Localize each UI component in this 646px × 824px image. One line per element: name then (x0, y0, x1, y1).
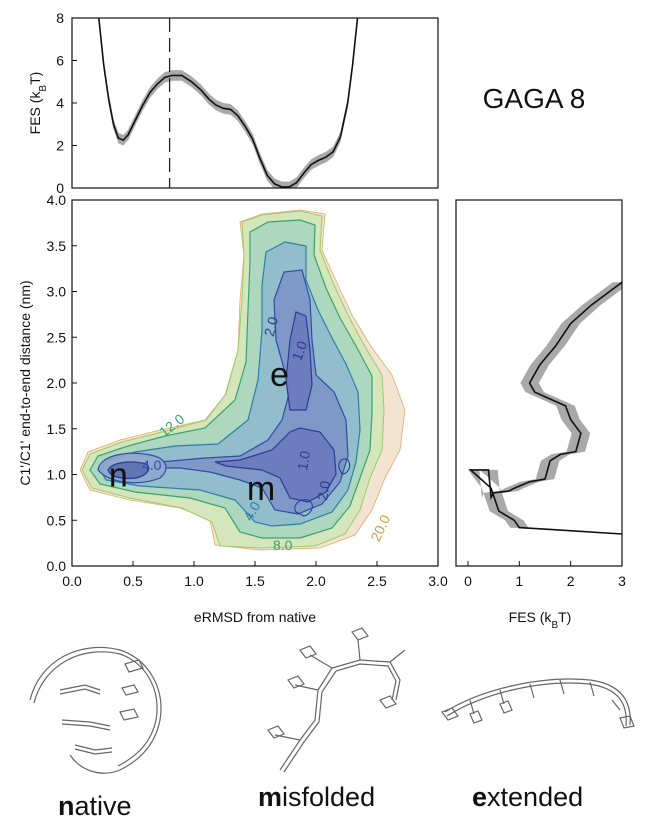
top-y-ticks: 0 2 4 6 8 (56, 10, 77, 196)
top-y-axis-label: FES (kBT) (27, 72, 49, 135)
top-y-tick-label: 4 (56, 95, 64, 111)
contour-misfolded-right-loop (338, 458, 351, 475)
top-y-tick-label: 0 (56, 180, 64, 196)
main-y-tick-label: 2.0 (47, 375, 67, 391)
main-x-tick-label: 0.0 (62, 573, 82, 589)
top-fes-panel: 0 2 4 6 8 FES (kBT) GAGA 8 (27, 10, 585, 196)
extended-structure-sketch (441, 678, 635, 729)
main-x-tick-label: 0.5 (123, 573, 143, 589)
main-y-tick-label: 1.0 (47, 467, 67, 483)
main-y-tick-label: 2.5 (47, 329, 67, 345)
main-y-axis-label: C1'/C1' end-to-end distance (nm) (17, 280, 33, 485)
top-fes-curve (98, 18, 359, 188)
main-y-ticks: 0.0 0.5 1.0 1.5 2.0 2.5 3.0 3.5 4.0 (47, 192, 77, 574)
contour-level-1-extended (285, 311, 313, 411)
main-y-tick-label: 3.0 (47, 284, 67, 300)
top-y-tick-label: 6 (56, 53, 64, 69)
contour-label: 1.0 (294, 449, 313, 471)
main-x-tick-label: 1.0 (184, 573, 204, 589)
caption-misfolded: misfolded (258, 782, 375, 812)
side-axes-frame (455, 199, 623, 567)
contour-level-1-misfolded (214, 427, 337, 503)
caption-native: native (58, 791, 132, 821)
state-labels: n m e (109, 356, 289, 508)
contour-fill-layers (79, 209, 406, 551)
side-fes-curve (468, 281, 622, 535)
side-x-tick-label: 1 (515, 573, 523, 589)
contour-label: 2.0 (314, 479, 333, 501)
main-y-tick-label: 0.0 (47, 558, 67, 574)
main-x-tick-label: 2.5 (367, 573, 387, 589)
state-label-misfolded: m (247, 470, 275, 508)
contour-panel: 4.0 12.0 2.0 1.0 1.0 2.0 4.0 8.0 20.0 n … (17, 192, 448, 625)
top-y-tick-label: 8 (56, 10, 64, 26)
misfolded-structure-sketch (267, 627, 406, 773)
main-x-tick-label: 3.0 (428, 573, 448, 589)
top-axes-frame (71, 17, 439, 189)
state-label-native: n (109, 457, 128, 495)
side-x-tick-label: 2 (567, 573, 575, 589)
contour-label: 4.0 (142, 457, 162, 473)
side-x-tick-label: 3 (618, 573, 626, 589)
native-structure-sketch (29, 646, 162, 774)
top-y-tick-label: 2 (56, 138, 64, 154)
main-y-tick-label: 3.5 (47, 238, 67, 254)
state-label-extended: e (270, 356, 289, 394)
caption-extended: extended (472, 782, 583, 812)
contour-label: 20.0 (367, 512, 393, 544)
side-x-ticks: 0 1 2 3 (464, 561, 626, 589)
main-y-tick-label: 1.5 (47, 421, 67, 437)
contour-misfolded-inner-loop (294, 499, 313, 517)
main-x-axis-label: eRMSD from native (194, 609, 316, 625)
contour-label: 2.0 (261, 315, 282, 338)
main-x-tick-label: 1.5 (245, 573, 265, 589)
chart-title: GAGA 8 (483, 83, 586, 114)
contour-native-well-inner (107, 461, 150, 480)
side-x-axis-label: FES (kBT) (509, 609, 572, 631)
main-y-tick-label: 0.5 (47, 512, 67, 528)
side-x-tick-label: 0 (464, 573, 472, 589)
top-fes-error-band (98, 18, 358, 188)
main-x-ticks: 0.0 0.5 1.0 1.5 2.0 2.5 3.0 (62, 561, 448, 589)
side-fes-panel: 0 1 2 3 FES (kBT) (455, 199, 626, 631)
contour-label: 8.0 (273, 537, 293, 553)
main-y-tick-label: 4.0 (47, 192, 67, 208)
main-x-tick-label: 2.0 (306, 573, 326, 589)
contour-label: 1.0 (289, 339, 311, 363)
